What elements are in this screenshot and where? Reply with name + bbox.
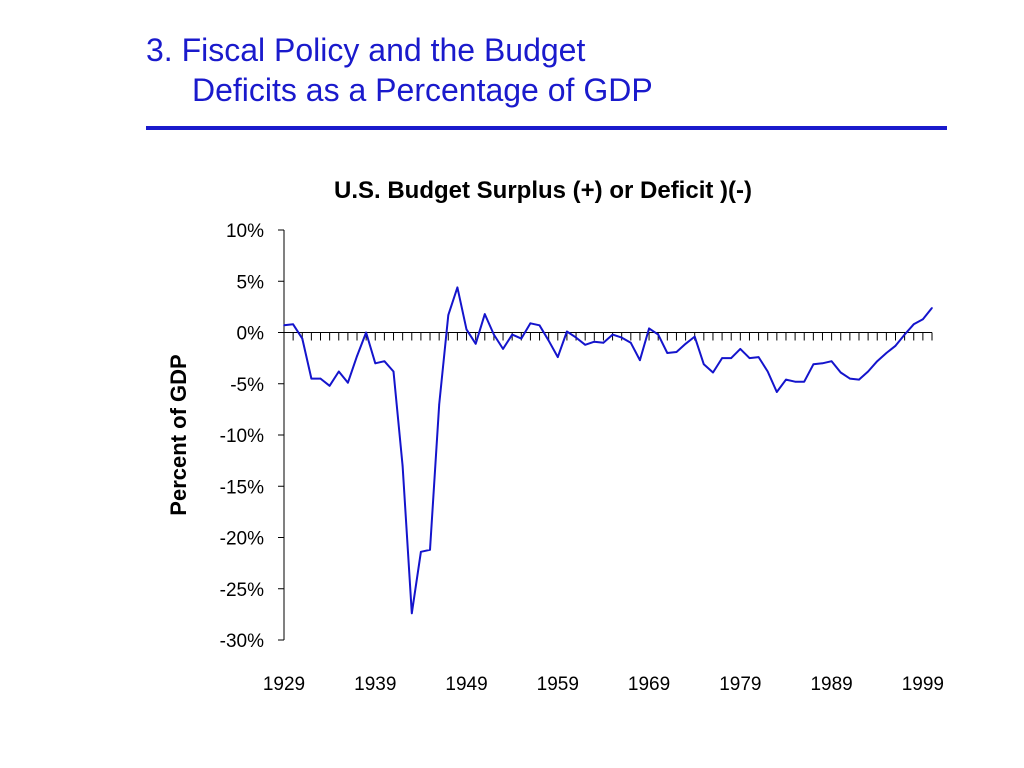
- data-point: [401, 465, 404, 467]
- data-point: [730, 357, 732, 359]
- x-tick-label: 1949: [445, 674, 487, 695]
- y-tick-label: -20%: [220, 529, 264, 550]
- data-point: [383, 360, 386, 363]
- slide-title-line-1: 3. Fiscal Policy and the Budget: [146, 32, 586, 68]
- data-point: [420, 551, 422, 553]
- x-tick-label: 1989: [810, 674, 852, 695]
- y-tick-label: -25%: [220, 580, 264, 601]
- data-point: [456, 286, 459, 289]
- data-point: [611, 333, 614, 336]
- data-point: [849, 377, 851, 380]
- data-point: [283, 324, 285, 327]
- data-point: [447, 314, 450, 316]
- data-point: [347, 381, 349, 384]
- data-point: [411, 612, 413, 615]
- data-point: [465, 328, 468, 331]
- data-point: [620, 336, 623, 339]
- data-point: [912, 323, 915, 326]
- y-tick-label: -15%: [220, 477, 264, 498]
- data-point: [310, 377, 313, 380]
- data-point: [876, 360, 878, 363]
- data-point: [922, 318, 924, 321]
- data-point: [584, 344, 586, 346]
- slide-title-line-2: Deficits as a Percentage of GDP: [192, 72, 653, 108]
- data-point: [766, 370, 769, 373]
- data-point: [511, 333, 513, 336]
- data-point: [830, 360, 833, 363]
- x-tick-label: 1979: [719, 674, 761, 695]
- data-point: [319, 377, 322, 380]
- data-point: [438, 403, 441, 406]
- data-point: [748, 357, 751, 359]
- data-point: [374, 362, 377, 365]
- data-point: [858, 378, 860, 381]
- data-point: [785, 378, 787, 381]
- data-point: [502, 348, 504, 350]
- data-point: [365, 331, 367, 334]
- y-axis-label: Percent of GDP: [166, 354, 191, 515]
- data-point: [885, 352, 888, 354]
- data-point: [648, 327, 650, 330]
- data-point: [867, 370, 869, 373]
- data-point: [776, 391, 778, 393]
- data-point: [839, 371, 842, 374]
- data-point: [630, 342, 632, 344]
- data-point: [529, 322, 532, 325]
- x-tick-label: 1999: [902, 674, 944, 695]
- data-point: [803, 380, 805, 383]
- data-point: [639, 359, 641, 362]
- y-tick-label: 5%: [237, 272, 265, 293]
- data-point: [493, 333, 495, 336]
- data-point: [684, 343, 687, 345]
- data-point: [474, 343, 477, 345]
- data-point: [392, 370, 395, 373]
- data-point: [931, 307, 933, 309]
- data-point: [429, 549, 431, 551]
- data-point: [557, 356, 559, 358]
- data-point: [693, 335, 696, 338]
- data-point: [657, 333, 659, 336]
- data-point: [356, 355, 358, 357]
- data-point: [666, 352, 669, 354]
- data-point: [602, 342, 605, 344]
- data-point: [338, 370, 340, 373]
- title-underline: [146, 126, 947, 130]
- data-point: [328, 385, 331, 387]
- data-point: [894, 345, 897, 347]
- data-point: [675, 351, 678, 353]
- data-point: [794, 380, 796, 383]
- data-point: [538, 324, 541, 327]
- data-point: [821, 362, 824, 365]
- x-tick-label: 1939: [354, 674, 396, 695]
- data-point: [712, 371, 714, 374]
- data-point: [547, 339, 550, 342]
- data-point: [566, 330, 568, 333]
- series-line: [283, 286, 933, 615]
- data-point: [593, 340, 596, 343]
- data-point: [484, 313, 486, 315]
- y-tick-label: 0%: [237, 324, 265, 345]
- x-tick-label: 1959: [537, 674, 579, 695]
- x-tick-label: 1969: [628, 674, 670, 695]
- data-point: [520, 337, 523, 340]
- data-point: [757, 356, 760, 358]
- y-tick-label: 10%: [226, 221, 264, 242]
- data-point: [739, 348, 742, 350]
- data-point: [703, 363, 705, 366]
- slide-title: 3. Fiscal Policy and the Budget Deficits…: [146, 30, 653, 110]
- data-point: [301, 337, 304, 340]
- chart-title: U.S. Budget Surplus (+) or Deficit )(-): [334, 177, 752, 204]
- data-point: [575, 336, 577, 339]
- x-tick-label: 1929: [263, 674, 305, 695]
- y-tick-label: -5%: [230, 375, 264, 396]
- data-point: [812, 363, 815, 366]
- data-point: [903, 333, 906, 336]
- data-point: [721, 357, 723, 359]
- data-point: [292, 323, 294, 326]
- y-tick-label: -30%: [220, 631, 264, 652]
- y-tick-label: -10%: [220, 426, 264, 447]
